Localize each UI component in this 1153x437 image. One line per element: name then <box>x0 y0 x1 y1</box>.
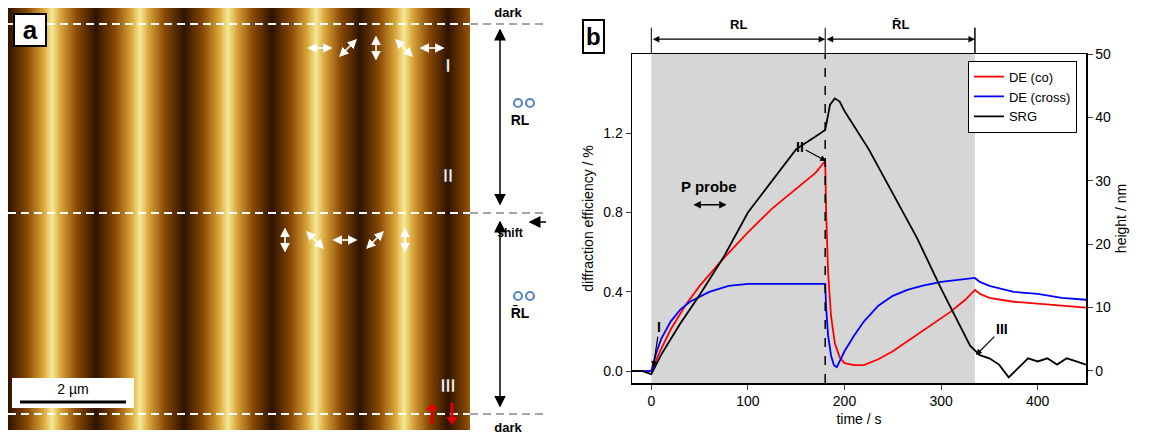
svg-text:0.0: 0.0 <box>603 363 623 379</box>
svg-text:height / nm: height / nm <box>1113 184 1129 253</box>
svg-text:0.4: 0.4 <box>603 284 623 300</box>
svg-text:III: III <box>996 321 1008 337</box>
svg-text:300: 300 <box>929 393 953 409</box>
svg-text:dark: dark <box>494 5 522 20</box>
svg-text:30: 30 <box>1095 173 1111 189</box>
svg-text:shift: shift <box>497 226 522 240</box>
svg-text:100: 100 <box>736 393 760 409</box>
svg-text:0: 0 <box>1095 363 1103 379</box>
svg-text:R̄L: R̄L <box>511 304 530 321</box>
svg-text:DE (cross): DE (cross) <box>1009 90 1070 105</box>
svg-text:b: b <box>586 23 601 50</box>
svg-text:RL: RL <box>511 112 530 128</box>
svg-text:I: I <box>657 319 661 335</box>
svg-text:0.8: 0.8 <box>603 204 623 220</box>
svg-text:2 µm: 2 µm <box>57 381 88 397</box>
svg-text:a: a <box>23 15 38 45</box>
svg-text:time / s: time / s <box>836 411 881 427</box>
svg-text:400: 400 <box>1026 393 1050 409</box>
svg-text:1.2: 1.2 <box>603 125 623 141</box>
svg-text:DE (co): DE (co) <box>1009 70 1053 85</box>
svg-text:diffraction efficiency / %: diffraction efficiency / % <box>580 145 596 292</box>
svg-text:40: 40 <box>1095 109 1111 125</box>
svg-text:10: 10 <box>1095 299 1111 315</box>
svg-text:I: I <box>445 56 450 76</box>
svg-text:20: 20 <box>1095 236 1111 252</box>
svg-text:200: 200 <box>833 393 857 409</box>
svg-text:P probe: P probe <box>681 178 737 195</box>
svg-text:III: III <box>440 376 455 396</box>
svg-text:II: II <box>796 139 804 155</box>
svg-text:SRG: SRG <box>1009 109 1037 124</box>
svg-text:dark: dark <box>494 420 522 435</box>
svg-text:RL: RL <box>730 17 747 32</box>
svg-text:R̄L: R̄L <box>892 17 909 32</box>
svg-text:0: 0 <box>647 393 655 409</box>
svg-text:50: 50 <box>1095 46 1111 62</box>
svg-text:II: II <box>443 166 453 186</box>
